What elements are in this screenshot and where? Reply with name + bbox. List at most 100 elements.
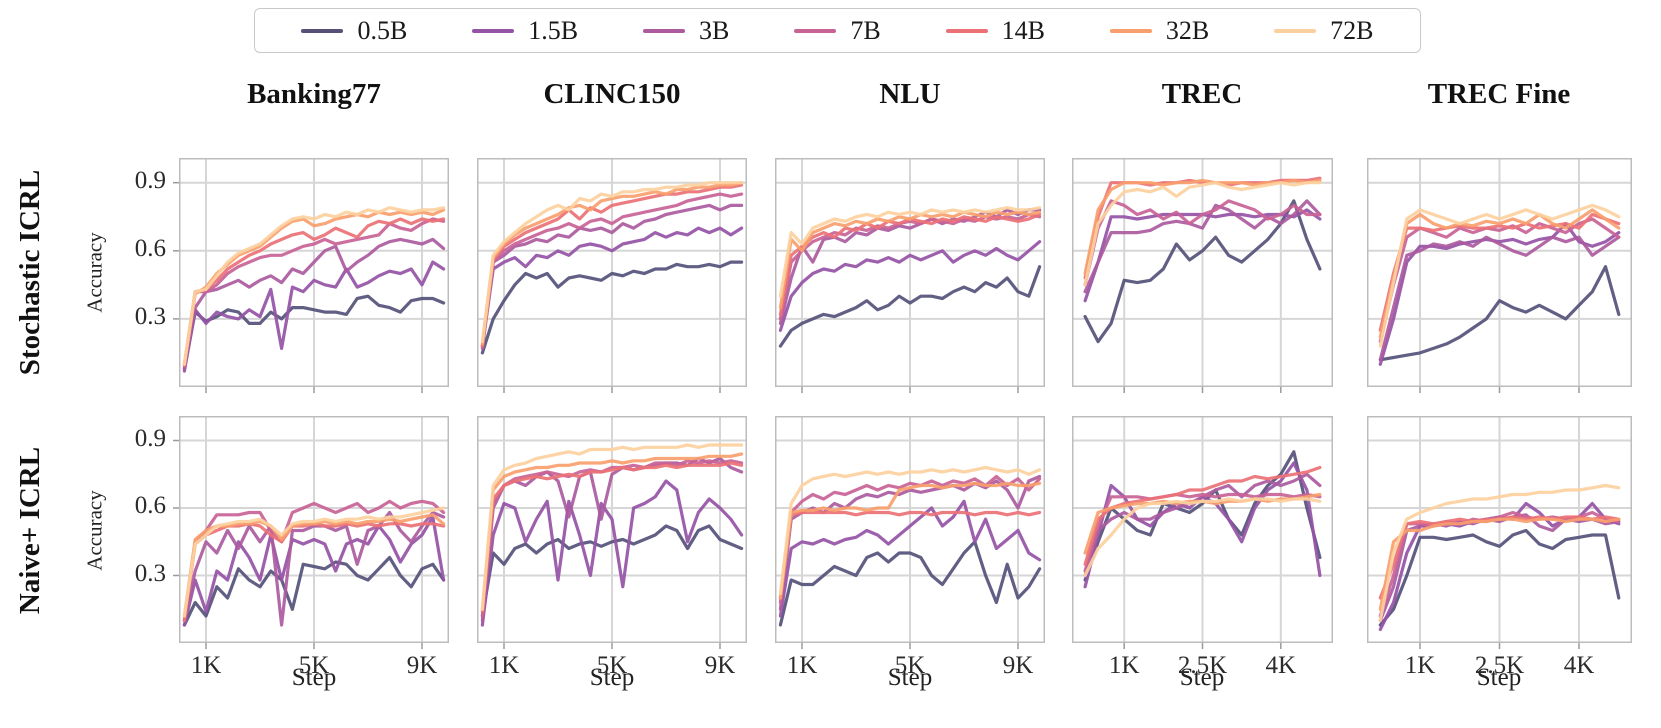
column-title-nlu: NLU (879, 78, 941, 110)
plot-area (1367, 416, 1632, 649)
column-title-banking77: Banking77 (247, 78, 381, 110)
chart-stochastic-icrl-banking77 (173, 158, 449, 393)
legend-label: 0.5B (357, 15, 408, 45)
chart-stochastic-icrl-nlu (775, 158, 1045, 393)
series-line-14B (1083, 465, 1322, 566)
row-label-naive-icrl: Naive+ ICRL (14, 446, 47, 614)
y-tick-label: 0.6 (134, 234, 166, 262)
legend-swatch-32B (1109, 28, 1152, 33)
series-line-14B (480, 183, 744, 348)
x-tick-label: 1K (190, 652, 222, 679)
x-tick-label: 9K (704, 652, 736, 679)
series-line-1.5B (778, 499, 1042, 618)
series-line-72B (182, 206, 446, 366)
plot-frame (1367, 416, 1632, 643)
series-line-72B (480, 443, 744, 611)
chart-naive-icrl-trec-fine (1367, 416, 1632, 649)
series-line-1.5B (1378, 221, 1621, 366)
y-tick-label: 0.3 (134, 302, 166, 330)
series-line-7B (778, 212, 1042, 321)
legend-label: 7B (850, 15, 881, 45)
y-tick-label: 0.9 (134, 424, 166, 452)
chart-stochastic-icrl-trec (1072, 158, 1333, 393)
x-tick-label: 5K (894, 652, 926, 679)
legend-label: 32B (1165, 15, 1210, 45)
chart-naive-icrl-trec (1072, 416, 1333, 649)
plot-area (775, 416, 1045, 649)
x-axis-label-col1: Step (291, 664, 337, 691)
plot-frame (477, 416, 747, 643)
series-line-3B (1378, 513, 1621, 623)
x-axis-label-col4: Step (1179, 664, 1225, 691)
plot-area (477, 158, 747, 393)
column-title-trec: TREC (1161, 78, 1243, 110)
series-line-32B (480, 181, 744, 346)
legend-item-1.5B: 1.5B (472, 16, 578, 46)
series-line-7B (778, 474, 1042, 605)
x-axis-label-col3: Step (887, 664, 933, 691)
plot-frame (1072, 158, 1333, 387)
series-line-0.5B (480, 260, 744, 355)
chart-stochastic-icrl-clinc150 (477, 158, 747, 393)
series-line-32B (1378, 517, 1621, 611)
series-line-7B (182, 499, 446, 623)
series-line-3B (480, 203, 744, 350)
plot-frame (179, 416, 449, 643)
series-line-0.5B (1378, 265, 1621, 362)
legend: 0.5B 1.5B 3B 7B 14B 32B 72B (254, 8, 1421, 53)
y-tick-label: 0.9 (134, 166, 166, 194)
x-axis-label-col5: Step (1476, 664, 1522, 691)
plot-area (1072, 158, 1333, 393)
x-tick-label: 1K (1404, 652, 1436, 679)
legend-swatch-3B (643, 28, 686, 33)
row-label-stochastic-icrl: Stochastic ICRL (14, 169, 47, 375)
x-tick-label: 4K (1265, 652, 1297, 679)
plot-area (775, 158, 1045, 393)
plot-area (1367, 158, 1632, 393)
chart-naive-icrl-clinc150 (477, 416, 747, 649)
series-line-1.5B (480, 226, 744, 348)
series-line-32B (182, 513, 446, 618)
series-line-7B (1083, 492, 1322, 573)
column-title-trec-fine: TREC Fine (1427, 78, 1571, 110)
series-line-0.5B (778, 265, 1042, 348)
chart-stochastic-icrl-trec-fine (1367, 158, 1632, 393)
series-line-14B (480, 461, 744, 614)
legend-item-7B: 7B (794, 15, 881, 46)
plot-area (1072, 416, 1333, 649)
series-line-1.5B (480, 479, 744, 627)
x-tick-label: 9K (1002, 652, 1034, 679)
series-line-7B (1083, 199, 1322, 287)
series-line-14B (1378, 212, 1621, 332)
x-tick-label: 5K (298, 652, 330, 679)
plot-frame (1367, 158, 1632, 387)
series-line-72B (182, 506, 446, 618)
series-line-14B (182, 217, 446, 366)
legend-swatch-1.5B (472, 28, 515, 33)
series-line-1.5B (778, 240, 1042, 332)
chart-naive-icrl-nlu (775, 416, 1045, 649)
series-line-0.5B (778, 540, 1042, 627)
series-line-14B (778, 510, 1042, 600)
series-line-1.5B (182, 515, 446, 627)
series-line-72B (778, 465, 1042, 596)
series-line-32B (778, 481, 1042, 600)
plot-area (173, 416, 449, 649)
x-tick-label: 1K (488, 652, 520, 679)
plot-frame (775, 158, 1045, 387)
y-tick-label: 0.3 (134, 559, 166, 587)
legend-swatch-0.5B (301, 28, 344, 33)
x-tick-label: 1K (786, 652, 818, 679)
legend-swatch-72B (1274, 28, 1317, 33)
legend-label: 3B (699, 15, 730, 45)
legend-label: 14B (1001, 15, 1045, 45)
x-tick-label: 9K (406, 652, 438, 679)
x-tick-label: 4K (1563, 652, 1595, 679)
plot-area (477, 416, 747, 649)
series-line-72B (1083, 181, 1322, 287)
series-line-3B (182, 510, 446, 627)
column-title-clinc150: CLINC150 (543, 78, 681, 110)
x-tick-label: 2.5K (1177, 652, 1228, 679)
series-line-7B (480, 459, 744, 618)
series-line-7B (182, 217, 446, 369)
